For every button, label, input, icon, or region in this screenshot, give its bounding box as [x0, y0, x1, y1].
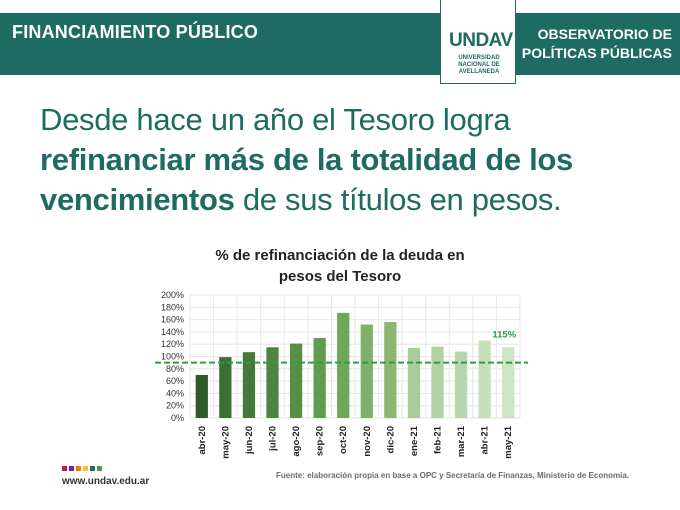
y-tick-label: 100%: [161, 352, 184, 362]
x-tick-label: jun-20: [244, 426, 255, 455]
bar: [384, 322, 397, 418]
y-tick-label: 140%: [161, 327, 184, 337]
bar: [502, 347, 515, 418]
headline-bold: refinanciar más de la totalidad de los v…: [40, 142, 573, 217]
section-title: FINANCIAMIENTO PÚBLICO: [12, 22, 259, 42]
website-url: www.undav.edu.ar: [62, 476, 150, 487]
x-tick-label: sep-20: [315, 426, 326, 456]
brand-dot: [69, 466, 74, 471]
chart-title-line1: % de refinanciación de la deuda en: [215, 247, 465, 264]
brand-dot: [97, 466, 102, 471]
x-tick-label: abr-20: [197, 426, 208, 455]
x-tick-label: oct-20: [338, 426, 349, 454]
observatorio-line1: OBSERVATORIO DE: [537, 26, 672, 42]
brand-dot: [62, 466, 67, 471]
logo-sub-line1: UNIVERSIDAD: [458, 55, 500, 61]
x-tick-label: may-21: [503, 425, 514, 458]
y-tick-label: 120%: [161, 339, 184, 349]
x-tick-label: ago-20: [291, 426, 302, 457]
brand-dot: [76, 466, 81, 471]
y-tick-label: 40%: [166, 388, 184, 398]
data-label: 115%: [492, 329, 516, 340]
brand-dots: [62, 466, 102, 471]
undav-logo: UNDAV UNIVERSIDAD NACIONAL DE AVELLANEDA: [440, 0, 516, 84]
bar: [337, 312, 350, 418]
x-tick-label: feb-21: [433, 425, 444, 454]
x-tick-label: jul-20: [268, 426, 279, 452]
y-tick-label: 200%: [161, 290, 184, 300]
x-tick-label: abr-21: [480, 425, 491, 454]
chart-title-line2: pesos del Tesoro: [278, 268, 402, 285]
y-tick-label: 0%: [171, 413, 184, 423]
x-tick-label: mar-21: [456, 425, 467, 457]
headline: Desde hace un año el Tesoro logra refina…: [40, 100, 660, 220]
bar: [431, 346, 444, 418]
x-tick-label: dic-20: [385, 426, 396, 453]
x-tick-label: nov-20: [362, 426, 373, 457]
x-tick-label: may-20: [220, 426, 231, 459]
logo-subtitle: UNIVERSIDAD NACIONAL DE AVELLANEDA: [441, 55, 517, 76]
bar: [407, 347, 421, 418]
bar: [360, 324, 373, 418]
headline-part2: de sus títulos en pesos.: [234, 182, 562, 217]
y-tick-label: 180%: [161, 302, 184, 312]
headline-part1: Desde hace un año el Tesoro logra: [40, 102, 511, 137]
observatorio-line2: POLÍTICAS PÚBLICAS: [521, 45, 672, 61]
brand-dot: [90, 466, 95, 471]
bar: [219, 357, 232, 418]
bar: [266, 347, 279, 418]
logo-sub-line3: AVELLANEDA: [458, 69, 500, 75]
y-tick-label: 160%: [161, 315, 184, 325]
bar: [242, 352, 256, 418]
brand-dot: [83, 466, 88, 471]
bar: [195, 374, 208, 418]
chart-title: % de refinanciación de la deuda en pesos…: [190, 245, 490, 287]
source-note: Fuente: elaboración propia en base a OPC…: [276, 471, 629, 480]
logo-wordmark: UNDAV: [449, 30, 513, 51]
bar: [289, 343, 303, 418]
header-bar: [0, 13, 680, 75]
y-tick-label: 80%: [166, 364, 184, 374]
bar: [478, 340, 491, 418]
bar: [454, 351, 468, 418]
y-tick-label: 60%: [166, 376, 184, 386]
x-tick-label: ene-21: [409, 425, 420, 456]
bar: [313, 338, 326, 418]
y-tick-label: 20%: [166, 401, 184, 411]
logo-sub-line2: NACIONAL DE: [458, 62, 500, 68]
observatorio-label: OBSERVATORIO DE POLÍTICAS PÚBLICAS: [512, 25, 672, 63]
